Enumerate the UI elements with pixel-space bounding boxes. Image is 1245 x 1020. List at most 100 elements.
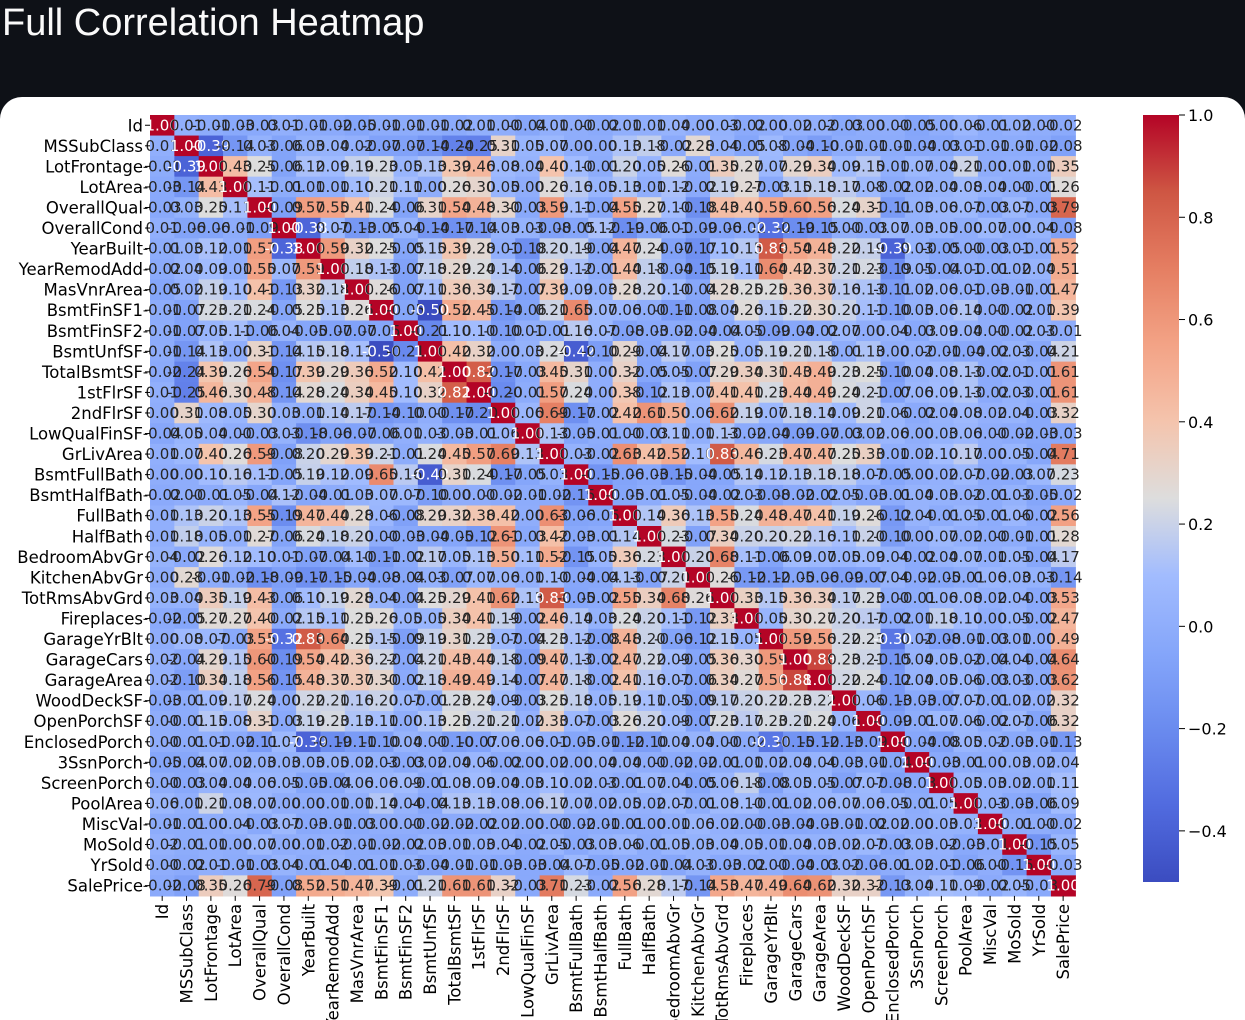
heatmap-cell: [685, 484, 711, 507]
cell-annotation: 0.04: [1046, 753, 1079, 771]
column-label: BsmtFinSF2: [397, 904, 416, 1000]
heatmap-cell: [783, 115, 809, 137]
heatmap-cell: [271, 258, 297, 280]
heatmap-cell: [929, 279, 955, 301]
heatmap-cell: [320, 197, 346, 219]
heatmap-cell: [807, 505, 833, 527]
row-label: MSSubClass: [43, 137, 143, 156]
heatmap-cell: [831, 135, 857, 157]
heatmap-cell: [247, 115, 273, 137]
heatmap-cell: [150, 382, 175, 404]
heatmap-cell: [223, 402, 248, 424]
heatmap-cell: [685, 217, 711, 239]
heatmap-cell: [417, 320, 443, 342]
heatmap-cell: [1002, 238, 1028, 260]
heatmap-cell: [223, 135, 248, 157]
heatmap-cell: [369, 156, 395, 178]
heatmap-cell: [393, 299, 419, 322]
heatmap-cell: [685, 382, 711, 404]
column-label: MiscVal: [981, 904, 1000, 965]
heatmap-cell: [271, 238, 297, 260]
row-label: OverallQual: [46, 198, 143, 217]
heatmap-cell: [320, 320, 346, 342]
heatmap-cell: [320, 464, 346, 486]
cell-annotation: -0.03: [1044, 856, 1083, 874]
heatmap-cell: [612, 567, 638, 589]
heatmap-cell: [685, 361, 711, 383]
heatmap-cell: [223, 238, 248, 260]
heatmap-cell: [271, 341, 297, 363]
heatmap-cell: [637, 443, 662, 465]
heatmap-cell: [198, 443, 224, 465]
heatmap-cell: [515, 423, 541, 445]
heatmap-cell: [637, 341, 662, 363]
heatmap-cell: [904, 320, 930, 342]
heatmap-cell: [490, 299, 516, 322]
column-label: GrLivArea: [543, 904, 562, 985]
heatmap-cell: [393, 279, 419, 301]
heatmap-cell: [637, 176, 662, 198]
heatmap-cell: [442, 526, 468, 548]
heatmap-cell: [539, 443, 565, 465]
heatmap-cell: [563, 135, 589, 157]
heatmap-cell: [734, 258, 760, 280]
heatmap-cell: [223, 197, 248, 219]
heatmap-cell: [612, 176, 638, 198]
heatmap-cell: [417, 176, 443, 198]
colorbar-gradient: [1143, 115, 1179, 882]
heatmap-cell: [1026, 341, 1052, 363]
heatmap-cell: [710, 176, 735, 198]
heatmap-cell: [710, 505, 735, 527]
heatmap-cell: [1026, 567, 1052, 589]
heatmap-cell: [831, 505, 857, 527]
heatmap-cell: [612, 484, 638, 507]
heatmap-cell: [515, 341, 541, 363]
heatmap-cell: [417, 587, 443, 609]
heatmap-cell: [904, 484, 930, 507]
heatmap-cell: [296, 423, 322, 445]
heatmap-cell: [758, 238, 784, 260]
heatmap-cell: [344, 279, 370, 301]
heatmap-cell: [661, 135, 687, 157]
column-label: LotFrontage: [202, 904, 221, 1002]
heatmap-cell: [466, 320, 492, 342]
heatmap-cell: [174, 320, 200, 342]
heatmap-cell: [247, 526, 273, 548]
heatmap-cell: [198, 279, 224, 301]
heatmap-cell: [320, 402, 346, 424]
heatmap-cell: [758, 197, 784, 219]
heatmap-cell: [880, 156, 906, 178]
heatmap-cells: [150, 115, 1076, 897]
heatmap-cell: [977, 197, 1003, 219]
heatmap-cell: [417, 279, 443, 301]
heatmap-cell: [685, 115, 711, 137]
heatmap-cell: [369, 361, 395, 383]
heatmap-cell: [880, 505, 906, 527]
heatmap-cell: [880, 402, 906, 424]
cell-annotation: 0.11: [1046, 774, 1079, 792]
heatmap-cell: [856, 382, 882, 404]
heatmap-cell: [490, 279, 516, 301]
heatmap-cell: [710, 526, 735, 548]
heatmap-cell: [661, 546, 687, 568]
heatmap-cell: [734, 115, 760, 137]
row-label: BedroomAbvGr: [17, 548, 143, 567]
heatmap-cell: [856, 402, 882, 424]
heatmap-cell: [150, 402, 175, 424]
heatmap-cell: [929, 526, 955, 548]
heatmap-cell: [369, 217, 395, 239]
heatmap-cell: [953, 546, 979, 568]
heatmap-cell: [856, 299, 882, 322]
heatmap-cell: [661, 279, 687, 301]
heatmap-cell: [515, 135, 541, 157]
heatmap-cell: [856, 176, 882, 198]
heatmap-cell: [1002, 505, 1028, 527]
heatmap-cell: [831, 258, 857, 280]
heatmap-cell: [929, 464, 955, 486]
heatmap-cell: [247, 587, 273, 609]
heatmap-cell: [612, 279, 638, 301]
heatmap-cell: [783, 320, 809, 342]
heatmap-cell: [223, 505, 248, 527]
heatmap-cell: [856, 464, 882, 486]
heatmap-cell: [417, 258, 443, 280]
